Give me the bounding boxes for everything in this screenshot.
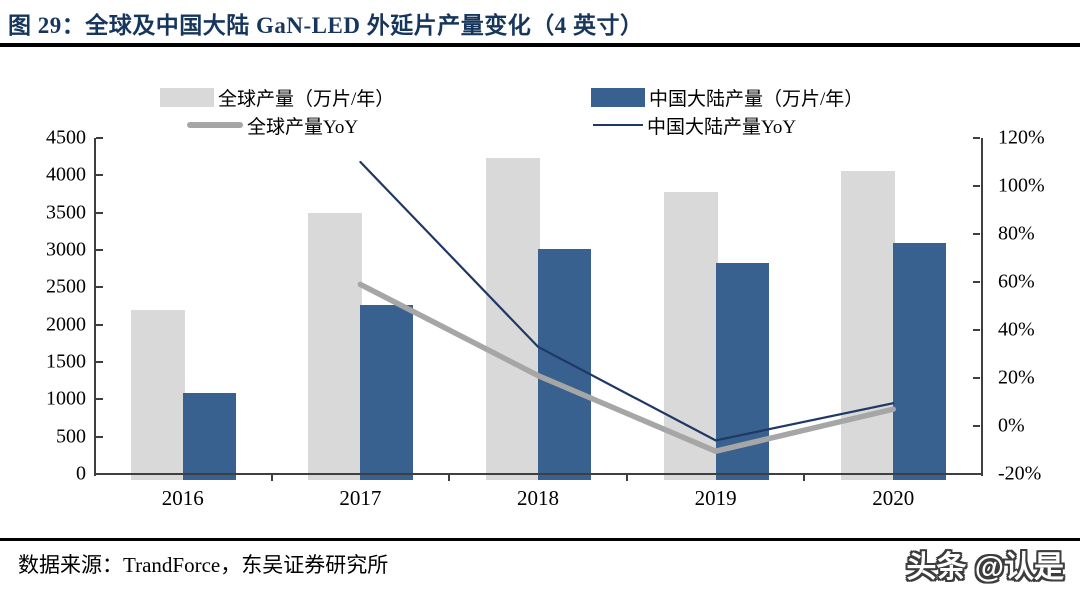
y-axis-right-tick-label: -20% [998,462,1042,485]
y-axis-right-tick-label: 40% [998,318,1035,341]
y-axis-right-tick-label: 60% [998,270,1035,293]
y-axis-right-tick-mark [973,281,980,283]
y-axis-right-tick-mark [973,425,980,427]
y-axis-right-tick-label: 120% [998,126,1045,149]
y-axis-right-line [981,138,983,476]
y-axis-left-tick-label: 2500 [46,275,86,298]
legend-swatch-china-yoy [593,124,643,126]
x-axis-label: 2020 [872,486,915,510]
x-axis-label: 2018 [517,486,559,510]
y-axis-left-tick-mark [96,361,103,363]
x-axis-tick-mark [270,474,273,481]
y-axis-left-tick-label: 4000 [46,163,86,186]
bar-global-2017 [308,212,363,480]
legend-item-china-yoy: 中国大陆产量YoY [593,114,797,138]
bar-china-2018 [538,249,591,480]
legend-swatch-china-output [591,87,645,107]
y-axis-right-tick-mark [973,137,980,139]
y-axis-left-tick-label: 2000 [46,313,86,336]
yoy-line-china [359,160,895,442]
y-axis-left-tick-mark [96,435,103,438]
y-axis-right-tick-label: 80% [998,222,1035,245]
y-axis-left-tick-mark [96,286,103,289]
y-axis-left-tick-mark [96,137,103,139]
bar-global-2020 [841,170,896,480]
y-axis-left-tick-mark [96,249,103,251]
legend-label: 中国大陆产量YoY [647,116,797,138]
legend-label: 全球产量YoY [247,116,359,138]
bar-global-2016 [130,309,185,480]
y-axis-left-line [94,138,96,476]
bar-china-2017 [360,304,414,480]
bar-china-2016 [182,393,236,480]
x-axis-tick-mark [803,474,806,481]
y-axis-left-tick-label: 4500 [46,126,86,149]
x-axis-label: 2016 [161,486,204,510]
y-axis-left-tick-label: 0 [76,462,86,485]
y-axis-left-tick-label: 3000 [46,238,86,261]
bar-china-2019 [715,262,769,480]
y-axis-left-tick-mark [96,398,103,401]
x-axis-line [94,473,983,475]
x-axis-label: 2017 [339,486,382,510]
y-axis-right-tick-mark [973,377,980,379]
bar-global-2019 [663,191,718,480]
watermark-text: 头条 @认是 [906,551,1064,584]
y-axis-left-tick-label: 1000 [46,387,86,410]
x-axis-label: 2019 [694,486,737,510]
title-rule [0,43,1080,47]
y-axis-right-tick-label: 100% [998,174,1045,197]
y-axis-left-tick-label: 1500 [46,350,86,373]
y-axis-right-tick-mark [973,329,980,331]
y-axis-right-tick-mark [973,185,980,187]
legend-label: 中国大陆产量（万片/年） [649,88,864,110]
chart-title: 图 29：全球及中国大陆 GaN-LED 外延片产量变化（4 英寸） [8,13,644,38]
y-axis-left-tick-mark [96,323,103,326]
y-axis-left-tick-mark [96,211,103,214]
legend-label: 全球产量（万片/年） [218,88,395,110]
yoy-line-global [357,281,896,454]
bar-global-2018 [486,158,540,480]
y-axis-left-tick-label: 500 [56,425,86,448]
legend-item-global-output: 全球产量（万片/年） [160,86,395,110]
y-axis-left-tick-label: 3500 [46,201,86,224]
legend-item-global-yoy: 全球产量YoY [187,114,359,138]
legend-swatch-global-yoy [187,122,243,128]
bar-china-2020 [893,242,947,480]
y-axis-right-tick-mark [973,233,980,235]
x-axis-tick-mark [625,474,628,481]
footer-rule [0,538,1080,541]
y-axis-right-tick-label: 20% [998,366,1035,389]
data-source-text: 数据来源：TrandForce，东吴证券研究所 [18,553,389,577]
legend-swatch-global-output [160,87,214,107]
y-axis-left-tick-mark [96,174,103,177]
legend-item-china-output: 中国大陆产量（万片/年） [591,86,864,110]
y-axis-right-tick-label: 0% [998,414,1025,437]
x-axis-tick-mark [448,474,451,481]
